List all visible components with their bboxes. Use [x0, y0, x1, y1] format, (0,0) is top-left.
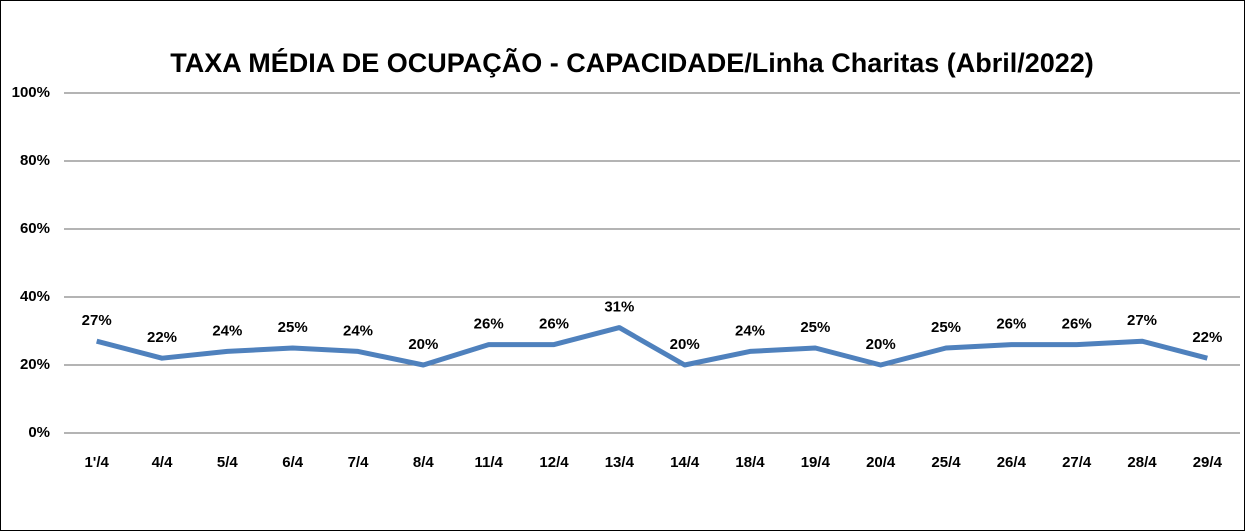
data-label: 25%	[931, 319, 961, 336]
chart-title: TAXA MÉDIA DE OCUPAÇÃO - CAPACIDADE/Linh…	[170, 47, 1094, 78]
x-tick-label: 26/4	[997, 454, 1027, 471]
data-label: 20%	[670, 336, 700, 353]
x-tick-label: 7/4	[348, 454, 370, 471]
data-label: 24%	[343, 322, 373, 339]
data-label: 27%	[82, 312, 112, 329]
data-line	[96, 325, 1208, 368]
data-label: 25%	[800, 319, 830, 336]
data-label: 24%	[735, 322, 765, 339]
x-tick-label: 18/4	[735, 454, 765, 471]
data-label: 26%	[996, 316, 1026, 333]
x-tick-label: 19/4	[801, 454, 831, 471]
x-tick-label: 5/4	[217, 454, 239, 471]
y-tick-label: 20%	[20, 356, 50, 373]
y-tick-label: 40%	[20, 288, 50, 305]
x-tick-label: 13/4	[605, 454, 635, 471]
data-label: 20%	[866, 336, 896, 353]
x-tick-label: 14/4	[670, 454, 700, 471]
y-tick-label: 100%	[12, 84, 50, 101]
data-label: 24%	[212, 322, 242, 339]
x-tick-label: 20/4	[866, 454, 896, 471]
x-tick-label: 28/4	[1127, 454, 1157, 471]
y-tick-label: 60%	[20, 220, 50, 237]
x-tick-label: 4/4	[152, 454, 174, 471]
data-label: 25%	[278, 319, 308, 336]
x-tick-label: 11/4	[474, 454, 503, 471]
data-label: 20%	[408, 336, 438, 353]
data-label: 22%	[1192, 329, 1222, 346]
x-tick-label: 27/4	[1062, 454, 1092, 471]
y-tick-label: 80%	[20, 152, 50, 169]
x-tick-label: 8/4	[413, 454, 435, 471]
data-label: 26%	[1062, 316, 1092, 333]
x-tick-label: 12/4	[539, 454, 569, 471]
data-label: 26%	[539, 316, 569, 333]
x-tick-label: 6/4	[282, 454, 304, 471]
y-tick-label: 0%	[28, 424, 50, 441]
data-label: 27%	[1127, 312, 1157, 329]
data-label: 26%	[474, 316, 504, 333]
data-label: 22%	[147, 329, 177, 346]
x-tick-label: 25/4	[931, 454, 961, 471]
x-tick-label: 29/4	[1193, 454, 1223, 471]
x-tick-label: 1'/4	[84, 454, 109, 471]
data-label: 31%	[604, 299, 634, 316]
